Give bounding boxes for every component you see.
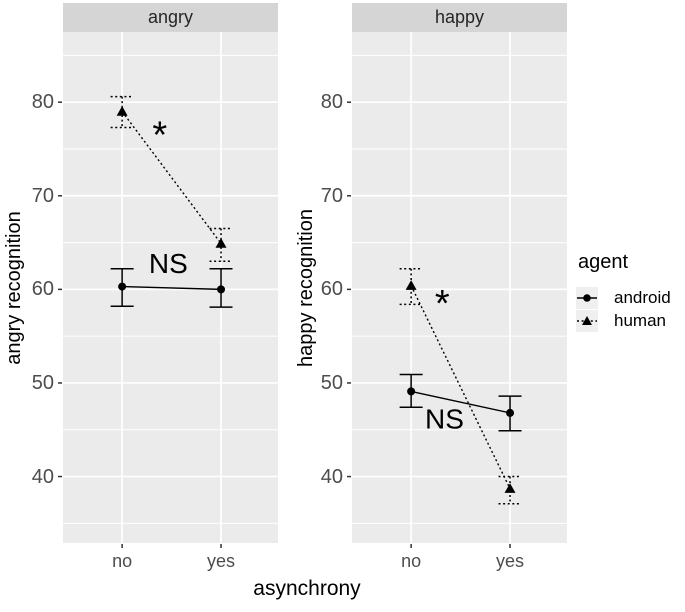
android-point <box>118 282 127 291</box>
legend-label-android: android <box>614 287 671 307</box>
android-point <box>217 285 226 294</box>
android-point <box>506 408 515 417</box>
legend: agent android human <box>576 250 671 332</box>
human-point <box>116 106 128 116</box>
x-axis-title: asynchrony <box>253 577 361 600</box>
legend-label-human: human <box>614 310 666 330</box>
y-tick-label: 70 <box>31 184 54 207</box>
facet-strip-angry: angry <box>63 3 278 32</box>
y-tick-label: 70 <box>320 184 343 207</box>
legend-item-android: android <box>576 286 671 309</box>
human-point <box>215 238 227 248</box>
x-tick-label: yes <box>496 551 525 571</box>
human-point <box>504 483 516 493</box>
android-line <box>122 285 222 291</box>
x-tick-label: yes <box>207 551 236 571</box>
human-marker <box>582 315 592 325</box>
android-marker <box>583 293 591 302</box>
x-tick-label: no <box>401 551 422 571</box>
y-tick-label: 50 <box>320 371 343 394</box>
y-tick-label: 50 <box>31 371 54 394</box>
android-line <box>410 390 511 414</box>
android-key-icon <box>576 286 598 309</box>
human-point <box>405 280 417 290</box>
significance-annotation: * <box>152 114 167 156</box>
y-tick-label: 40 <box>320 465 343 488</box>
significance-annotation: NS <box>425 404 464 435</box>
significance-annotation: * <box>435 283 450 325</box>
y-tick-label: 40 <box>31 465 54 488</box>
y-tick-label: 60 <box>320 278 343 301</box>
facet-strip-happy: happy <box>352 3 567 32</box>
happy-panel: * NS <box>352 32 567 543</box>
angry-panel: * NS <box>63 32 278 543</box>
y-tick-label: 80 <box>320 91 343 114</box>
x-tick-label: no <box>112 551 133 571</box>
y-tick-label: 80 <box>31 91 54 114</box>
legend-title: agent <box>578 251 629 273</box>
legend-item-human: human <box>576 309 671 332</box>
android-point <box>407 387 416 396</box>
human-line <box>121 111 222 244</box>
human-key-icon <box>576 309 598 332</box>
y-tick-label: 60 <box>31 278 54 301</box>
significance-annotation: NS <box>149 248 188 279</box>
human-line <box>410 285 511 490</box>
